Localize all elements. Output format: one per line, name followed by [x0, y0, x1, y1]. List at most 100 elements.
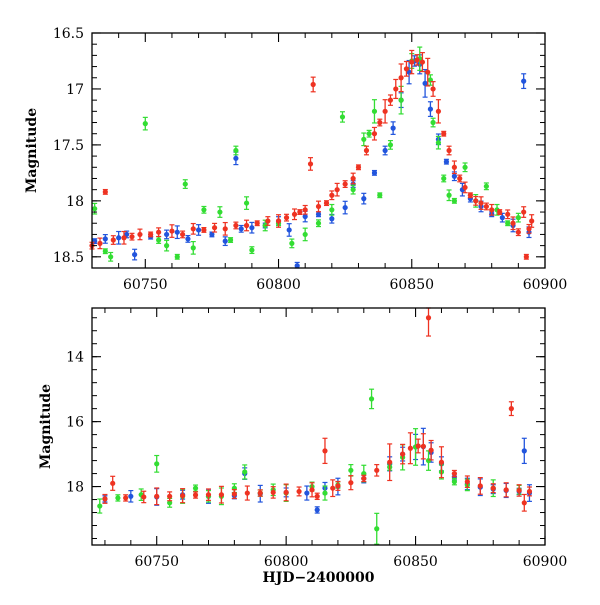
data-point	[350, 187, 356, 193]
data-point	[441, 131, 447, 137]
data-point	[361, 136, 367, 142]
data-point	[164, 243, 170, 249]
data-point	[435, 140, 442, 146]
data-point	[334, 187, 340, 193]
data-point	[110, 237, 116, 243]
data-point	[464, 479, 470, 485]
data-point	[201, 227, 207, 233]
data-point	[315, 220, 322, 226]
data-point	[97, 240, 103, 246]
data-point	[167, 500, 173, 506]
data-point	[457, 175, 463, 182]
data-point	[211, 225, 218, 231]
data-point	[515, 229, 521, 235]
data-point	[174, 254, 180, 260]
data-point	[335, 483, 341, 489]
data-point	[393, 86, 399, 92]
data-point	[339, 114, 346, 120]
data-point	[286, 227, 292, 233]
data-point	[374, 526, 380, 532]
data-point	[302, 207, 308, 213]
data-point	[415, 443, 421, 449]
data-point	[427, 106, 434, 112]
data-point	[142, 121, 148, 127]
upper-panel: 60750 60800 60850 60900 16.5 17 17.5 18 18.5 Mag…	[24, 26, 567, 293]
data-point	[314, 507, 320, 513]
y-tick-label: 17.5	[53, 138, 84, 154]
data-point	[371, 131, 378, 137]
data-point	[420, 443, 426, 449]
data-point	[523, 254, 529, 260]
data-point	[283, 215, 290, 221]
lower-plot-frame	[91, 307, 546, 546]
data-point	[190, 245, 196, 251]
data-point	[92, 206, 98, 212]
data-point	[400, 451, 406, 457]
data-point	[529, 218, 535, 224]
data-point	[348, 467, 354, 473]
data-point	[192, 492, 199, 498]
data-point	[322, 448, 328, 454]
data-point	[121, 235, 127, 241]
data-point	[483, 183, 489, 189]
data-point	[443, 159, 450, 165]
data-point	[521, 500, 527, 506]
data-point	[462, 164, 468, 170]
upper-y-axis-label: Magnitude	[24, 108, 40, 193]
x-tick-label: 60800	[264, 554, 309, 570]
data-point	[238, 226, 244, 232]
data-point	[430, 86, 436, 92]
data-point	[217, 209, 223, 215]
data-point	[366, 131, 372, 137]
data-point	[497, 209, 503, 215]
data-point	[302, 231, 308, 238]
data-point	[438, 459, 445, 465]
data-point	[425, 315, 432, 321]
y-tick-label: 17	[66, 82, 84, 98]
data-point	[233, 222, 239, 229]
data-point	[227, 237, 234, 243]
data-point	[154, 493, 160, 499]
data-point	[342, 181, 348, 187]
lower-x-axis-label: HJD−2400000	[263, 570, 375, 586]
data-point	[243, 200, 250, 206]
data-point	[244, 490, 250, 496]
data-point	[283, 489, 289, 496]
x-tick-label: 60750	[123, 277, 168, 293]
data-point	[249, 225, 255, 231]
data-point	[503, 487, 509, 493]
data-point	[233, 147, 239, 154]
data-point	[329, 192, 335, 198]
upper-data-marks	[89, 46, 535, 269]
data-point	[398, 75, 404, 81]
data-point	[156, 237, 162, 243]
data-point	[361, 475, 367, 482]
data-point	[296, 488, 302, 495]
data-point	[483, 203, 489, 210]
data-point	[329, 216, 335, 222]
data-point	[302, 213, 308, 220]
data-point	[182, 181, 188, 187]
data-point	[222, 238, 228, 244]
data-point	[451, 173, 457, 179]
x-tick-label: 60900	[523, 277, 568, 293]
data-point	[430, 119, 436, 126]
y-tick-label: 18	[66, 480, 84, 496]
data-point	[508, 406, 514, 412]
data-point	[222, 226, 228, 232]
data-point	[403, 66, 410, 72]
data-point	[129, 234, 135, 240]
data-point	[309, 487, 315, 493]
data-point	[128, 493, 134, 499]
data-point	[363, 147, 370, 154]
data-point	[307, 161, 314, 167]
data-point	[478, 200, 484, 206]
data-point	[422, 80, 428, 86]
data-point	[451, 470, 457, 477]
y-tick-label: 16	[66, 415, 84, 431]
data-point	[315, 203, 322, 210]
data-point	[257, 490, 263, 496]
data-point	[102, 248, 108, 254]
